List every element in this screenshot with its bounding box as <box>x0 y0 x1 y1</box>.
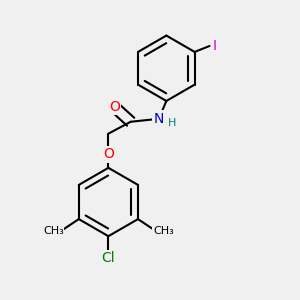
Text: H: H <box>168 118 176 128</box>
Text: CH₃: CH₃ <box>43 226 64 236</box>
Text: O: O <box>109 100 120 114</box>
Text: N: N <box>154 112 164 126</box>
Text: I: I <box>213 39 217 53</box>
Text: O: O <box>103 148 114 161</box>
Text: CH₃: CH₃ <box>153 226 174 236</box>
Text: Cl: Cl <box>102 251 115 266</box>
